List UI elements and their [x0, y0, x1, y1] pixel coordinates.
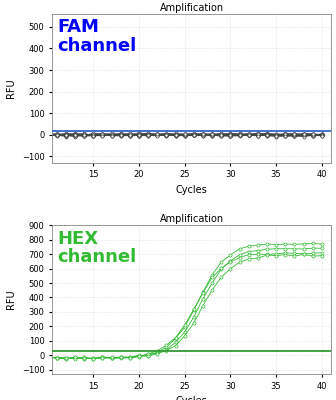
Text: FAM
channel: FAM channel: [58, 18, 137, 55]
X-axis label: Cycles: Cycles: [176, 396, 207, 400]
Y-axis label: RFU: RFU: [6, 290, 16, 310]
X-axis label: Cycles: Cycles: [176, 185, 207, 195]
Title: Amplification: Amplification: [160, 214, 223, 224]
Text: HEX
channel: HEX channel: [58, 230, 137, 266]
Title: Amplification: Amplification: [160, 3, 223, 13]
Y-axis label: RFU: RFU: [6, 78, 16, 98]
